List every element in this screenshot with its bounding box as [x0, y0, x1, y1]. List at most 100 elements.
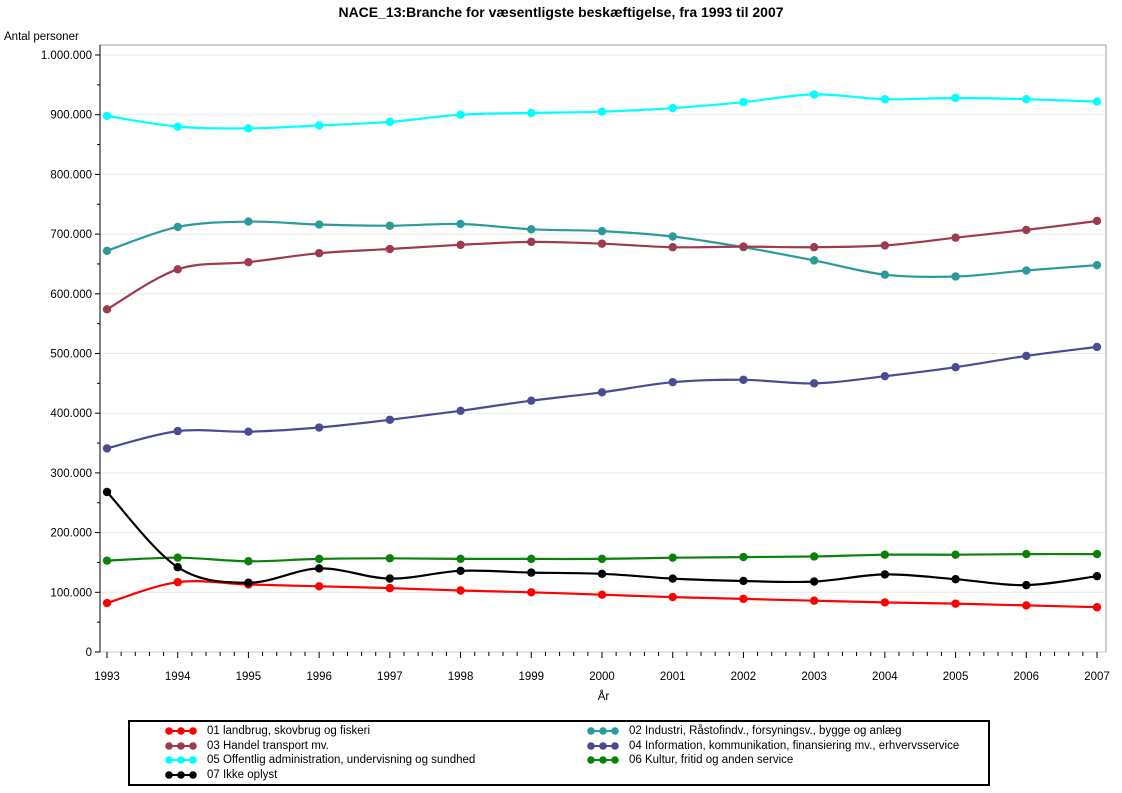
x-tick-label: 1999: [518, 671, 544, 683]
x-tick-label: 1995: [236, 671, 262, 683]
series-point-03-1994: [173, 265, 182, 274]
x-tick-label: 2002: [731, 671, 757, 683]
legend-label: 01 landbrug, skovbrug og fiskeri: [207, 725, 371, 738]
legend-item-05: 05 Offentlig administration, undervisnin…: [164, 753, 586, 768]
series-point-02-1997: [385, 221, 395, 230]
series-point-03-1999: [527, 237, 536, 247]
series-point-02-2003: [809, 256, 819, 265]
legend-label: 07 Ikke oplyst: [207, 769, 278, 782]
legend-column-1: 01 landbrug, skovbrug og fiskeri 03 Hande…: [164, 724, 586, 784]
y-tick-label: 500.000: [50, 349, 92, 361]
series-point-01-1996: [314, 582, 324, 591]
series-point-07-1997: [385, 574, 395, 583]
series-point-04-2002: [739, 375, 748, 384]
series-point-07-2005: [951, 574, 960, 584]
x-tick-label: 2005: [943, 671, 969, 683]
series-point-05-1993: [102, 111, 112, 121]
series-point-01-1994: [173, 577, 182, 587]
series-point-03-2007: [1092, 216, 1102, 226]
y-tick-label: 100.000: [50, 587, 92, 599]
series-point-01-2003: [809, 596, 819, 605]
series-point-02-2007: [1092, 260, 1102, 270]
series-point-04-1993: [102, 444, 112, 453]
series-point-01-2004: [880, 598, 890, 607]
series-point-03-1996: [314, 249, 324, 258]
x-tick-label: 2004: [872, 671, 898, 683]
legend-label: 03 Handel transport mv.: [207, 739, 329, 752]
x-tick-label: 1998: [448, 671, 474, 683]
series-point-02-1999: [527, 225, 536, 234]
x-tick-label: 2000: [589, 671, 615, 683]
series-point-04-1996: [314, 423, 324, 432]
series-point-05-2004: [880, 94, 890, 104]
series-point-01-1998: [456, 586, 465, 595]
y-tick-label: 0: [86, 647, 92, 659]
legend-column-2: 02 Industri, Råstofindv., forsyningsv., …: [586, 724, 959, 784]
series-point-07-1995: [244, 578, 253, 587]
series-point-03-2004: [880, 241, 890, 250]
series-point-02-2001: [668, 232, 677, 241]
series-point-03-2005: [951, 233, 960, 242]
series-point-04-1997: [385, 415, 395, 424]
series-point-02-1996: [314, 220, 324, 229]
series-point-05-2005: [951, 93, 960, 103]
x-tick-label: 2003: [801, 671, 827, 683]
series-point-05-2007: [1092, 97, 1102, 106]
series-point-07-2001: [668, 574, 677, 583]
series-point-06-1999: [527, 554, 536, 564]
series-point-06-1995: [244, 557, 253, 566]
legend-label: 05 Offentlig administration, undervisnin…: [207, 754, 476, 767]
series-point-03-2000: [597, 239, 607, 248]
series-point-07-1998: [456, 566, 465, 576]
series-point-05-1999: [527, 108, 536, 118]
series-point-02-2005: [951, 272, 960, 281]
series-point-03-2003: [809, 243, 819, 252]
x-tick-label: 1996: [306, 671, 332, 683]
legend-item-01: 01 landbrug, skovbrug og fiskeri: [164, 724, 586, 739]
y-tick-label: 300.000: [50, 468, 92, 480]
y-axis-title: Antal personer: [4, 31, 79, 43]
series-point-03-2006: [1022, 225, 1031, 235]
series-point-05-1998: [456, 110, 465, 119]
series-point-05-1996: [314, 121, 324, 130]
series-point-04-2005: [951, 363, 960, 372]
series-point-05-2001: [668, 103, 677, 113]
chart-title: NACE_13:Branche for væsentligste beskæft…: [338, 4, 784, 20]
series-point-05-1995: [244, 124, 253, 133]
series-point-05-2003: [809, 90, 819, 99]
series-point-06-2001: [668, 553, 677, 562]
legend-item-03: 03 Handel transport mv.: [164, 739, 586, 754]
series-point-06-1996: [314, 554, 324, 564]
x-tick-label: 2007: [1084, 671, 1110, 683]
series-point-07-2002: [739, 576, 748, 586]
series-point-07-2006: [1022, 580, 1031, 590]
series-point-06-2003: [809, 552, 819, 561]
y-tick-label: 1.000.000: [41, 50, 92, 62]
series-point-07-2000: [597, 569, 607, 578]
series-point-06-2006: [1022, 549, 1031, 559]
series-point-01-2000: [597, 590, 607, 599]
series-point-06-1993: [102, 556, 112, 565]
chart-svg: 0 100.000 200.000 300.000 400.000 500.000 600.…: [41, 44, 1110, 683]
series-point-04-2004: [880, 371, 890, 381]
x-axis-title: År: [597, 691, 610, 703]
series-point-04-1994: [173, 426, 182, 436]
legend-item-04: 04 Information, kommunikation, finansier…: [586, 739, 959, 754]
series-point-06-1994: [173, 553, 182, 562]
y-tick-label: 200.000: [50, 528, 92, 540]
series-point-05-2000: [597, 107, 607, 116]
series-point-01-2005: [951, 599, 960, 608]
series-point-04-2006: [1022, 351, 1031, 361]
series-point-02-1993: [102, 246, 112, 256]
series-point-06-1998: [456, 554, 465, 564]
series-point-03-2002: [739, 242, 748, 251]
series-point-02-2004: [880, 270, 890, 279]
series-point-07-2003: [809, 577, 819, 586]
series-point-02-2006: [1022, 266, 1031, 275]
legend-marker-05-icon: [165, 756, 197, 765]
legend-item-07: 07 Ikke oplyst: [164, 768, 586, 783]
series-point-07-2004: [880, 570, 890, 579]
x-tick-label: 2001: [660, 671, 686, 683]
series-point-06-2004: [880, 550, 890, 559]
